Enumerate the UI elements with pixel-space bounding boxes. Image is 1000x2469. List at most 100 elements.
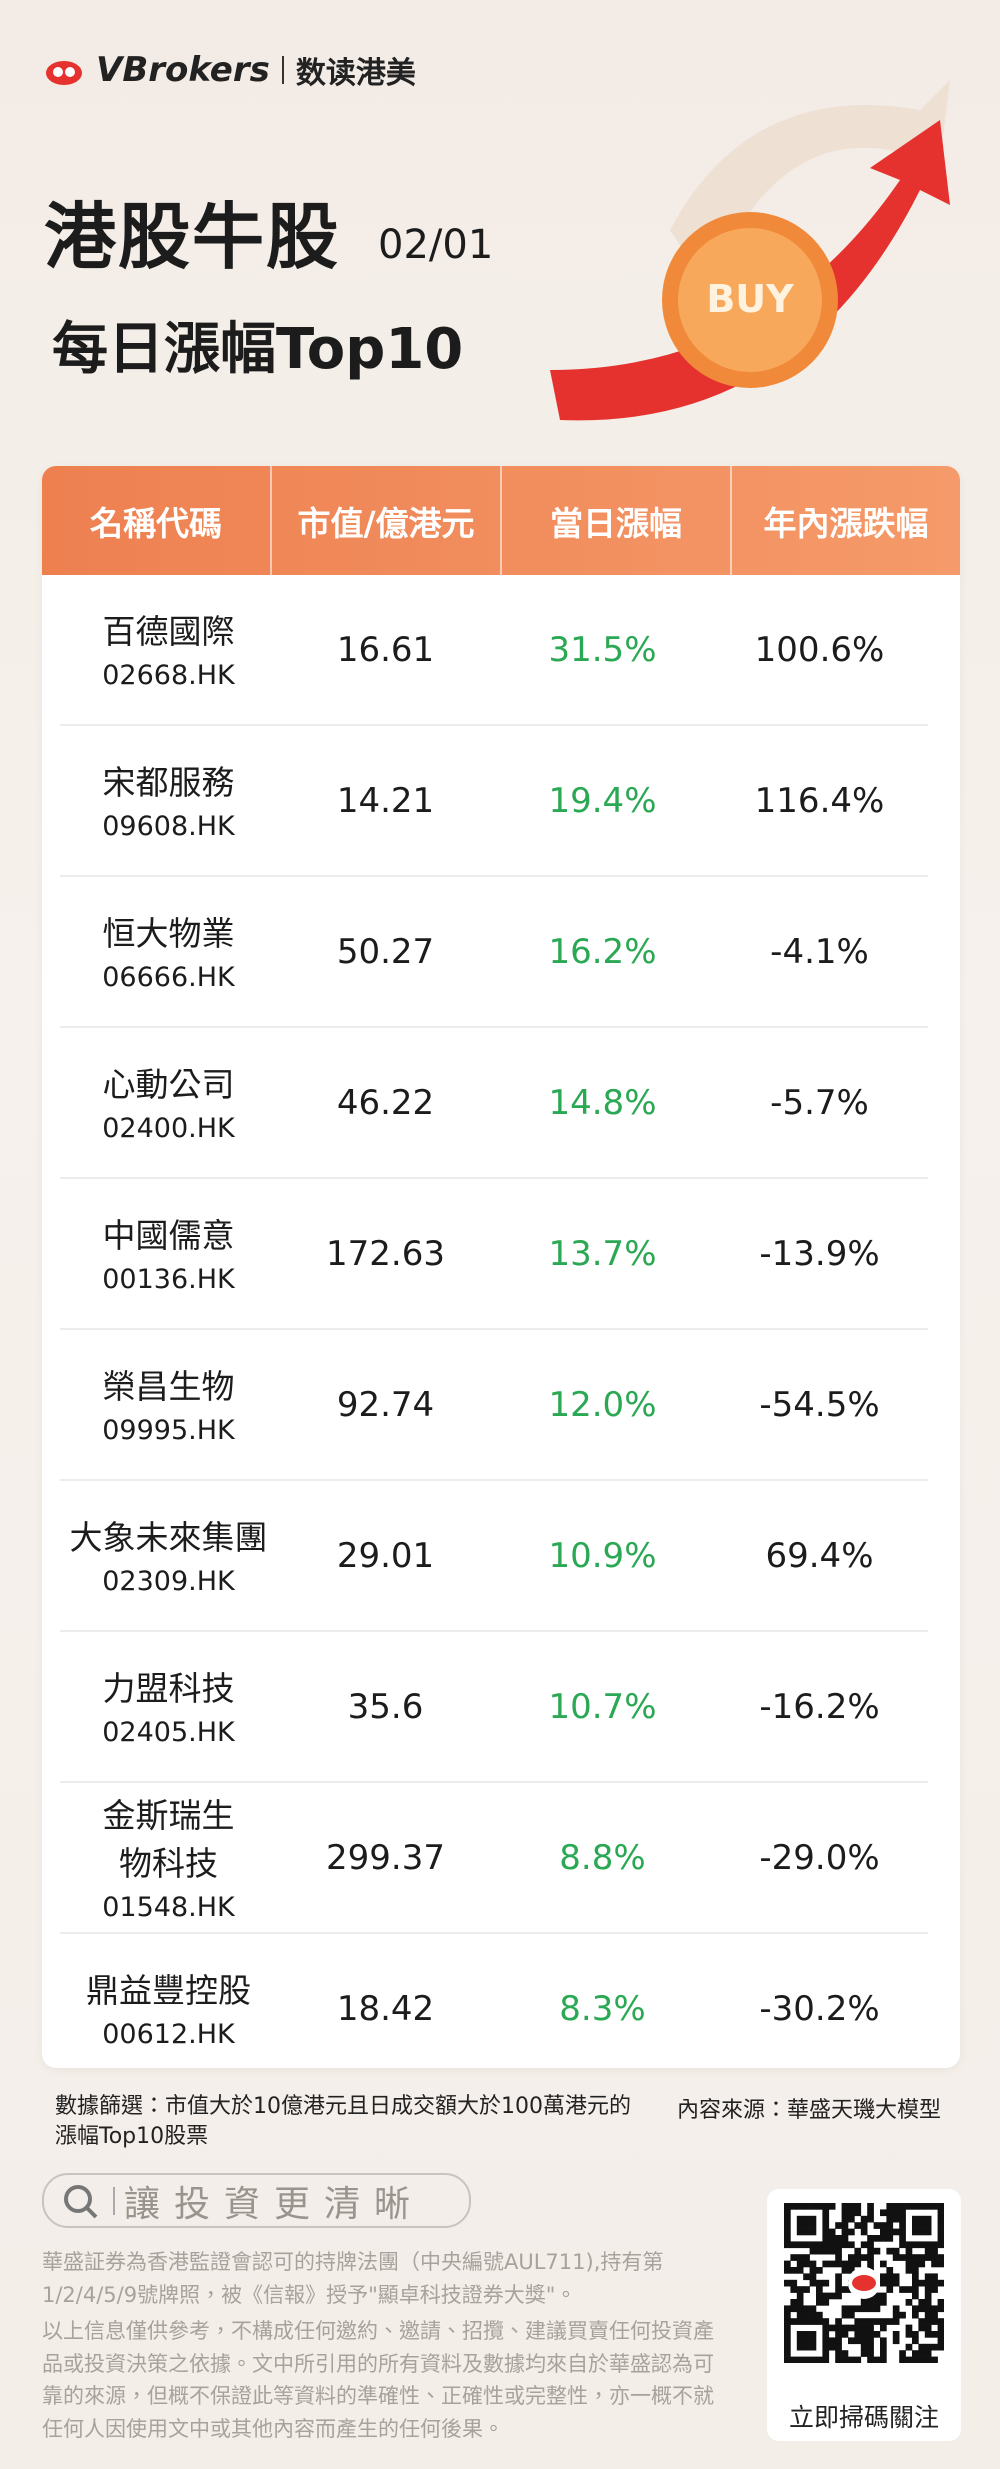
qr-module (905, 2241, 913, 2249)
qr-module (784, 2222, 791, 2229)
qr-module (854, 2203, 862, 2210)
daily-change: 31.5% (548, 629, 657, 670)
qr-module (784, 2228, 791, 2236)
qr-module (937, 2331, 944, 2338)
qr-module (880, 2356, 887, 2363)
qr-module (937, 2241, 944, 2249)
qr-module (854, 2337, 862, 2345)
qr-module (924, 2311, 932, 2319)
qr-module (784, 2241, 791, 2249)
qr-module (822, 2279, 830, 2287)
qr-module (796, 2254, 804, 2261)
qr-module (822, 2343, 830, 2351)
qr-module (931, 2286, 938, 2293)
qr-module (931, 2279, 938, 2287)
table-row: 恒大物業 06666.HK 50.27 16.2% -4.1% (60, 877, 928, 1028)
daily-change: 10.7% (548, 1686, 657, 1727)
stock-code: 02405.HK (102, 1716, 235, 1748)
qr-module (803, 2356, 810, 2363)
qr-module (854, 2356, 862, 2363)
qr-module (809, 2318, 817, 2325)
qr-module (937, 2209, 944, 2217)
qr-module (841, 2241, 849, 2249)
qr-module (790, 2356, 798, 2363)
name-cell: 心動公司 02400.HK (60, 1028, 277, 1177)
qr-module (867, 2203, 874, 2210)
qr-module (918, 2254, 926, 2261)
name-cell: 百德國際 02668.HK (60, 575, 277, 724)
qr-module (905, 2203, 913, 2210)
separator (281, 56, 284, 84)
qr-module (899, 2209, 906, 2217)
name-cell: 大象未來集團 02309.HK (60, 1481, 277, 1630)
qr-module (918, 2343, 926, 2351)
qr-module (835, 2260, 842, 2268)
qr-module (905, 2343, 913, 2351)
qr-module (790, 2241, 798, 2249)
qr-module (822, 2292, 830, 2300)
name-cell: 恒大物業 06666.HK (60, 877, 277, 1026)
qr-module (918, 2260, 926, 2268)
qr-module (809, 2311, 817, 2319)
qr-module (918, 2215, 926, 2223)
qr-module (899, 2241, 906, 2249)
qr-module (809, 2337, 817, 2345)
qr-module (886, 2235, 894, 2242)
stock-code: 09608.HK (102, 810, 235, 842)
qr-module (803, 2203, 810, 2210)
qr-module (899, 2235, 906, 2242)
qr-module (854, 2305, 862, 2313)
qr-module (912, 2228, 919, 2236)
qr-module (905, 2286, 913, 2293)
qr-module (784, 2305, 791, 2313)
qr-module (841, 2356, 849, 2363)
qr-module (822, 2215, 830, 2223)
qr-module (835, 2254, 842, 2261)
name-cell: 金斯瑞生物科技 01548.HK (60, 1783, 277, 1932)
qr-module (937, 2318, 944, 2325)
qr-module (892, 2337, 900, 2345)
qr-module (924, 2222, 932, 2229)
qr-module (822, 2241, 830, 2249)
column-header: 名稱代碼 (42, 466, 272, 575)
qr-module (803, 2260, 810, 2268)
qr-module (880, 2222, 887, 2229)
qr-module (835, 2247, 842, 2255)
qr-module (822, 2203, 830, 2210)
qr-module (803, 2337, 810, 2345)
qr-module (835, 2343, 842, 2351)
qr-module (860, 2331, 868, 2338)
qr-module (822, 2356, 830, 2363)
qr-module (912, 2350, 919, 2357)
table-row: 大象未來集團 02309.HK 29.01 10.9% 69.4% (60, 1481, 928, 1632)
qr-module (880, 2260, 887, 2268)
qr-module (924, 2228, 932, 2236)
qr-module (918, 2356, 926, 2363)
qr-module (822, 2260, 830, 2268)
qr-module (880, 2292, 887, 2300)
stock-name: 心動公司 (102, 1065, 235, 1105)
qr-module (809, 2273, 817, 2281)
search-bar[interactable]: 讓投資更清晰 (42, 2173, 471, 2228)
qr-module (860, 2343, 868, 2351)
qr-module (809, 2279, 817, 2287)
qr-module (924, 2324, 932, 2332)
qr-module (841, 2324, 849, 2332)
coin-face (678, 228, 822, 372)
qr-module (790, 2318, 798, 2325)
qr-module (937, 2260, 944, 2268)
qr-module (796, 2228, 804, 2236)
market-cap: 92.74 (336, 1384, 435, 1425)
qr-module (848, 2311, 855, 2319)
qr-module (899, 2356, 906, 2363)
qr-module (784, 2343, 791, 2351)
qr-module (784, 2324, 791, 2332)
qr-module (912, 2305, 919, 2313)
qr-module (828, 2260, 836, 2268)
qr-module (841, 2311, 849, 2319)
qr-module (854, 2209, 862, 2217)
market-cap: 172.63 (326, 1233, 445, 1274)
qr-module (796, 2292, 804, 2300)
market-cap: 16.61 (336, 629, 435, 670)
